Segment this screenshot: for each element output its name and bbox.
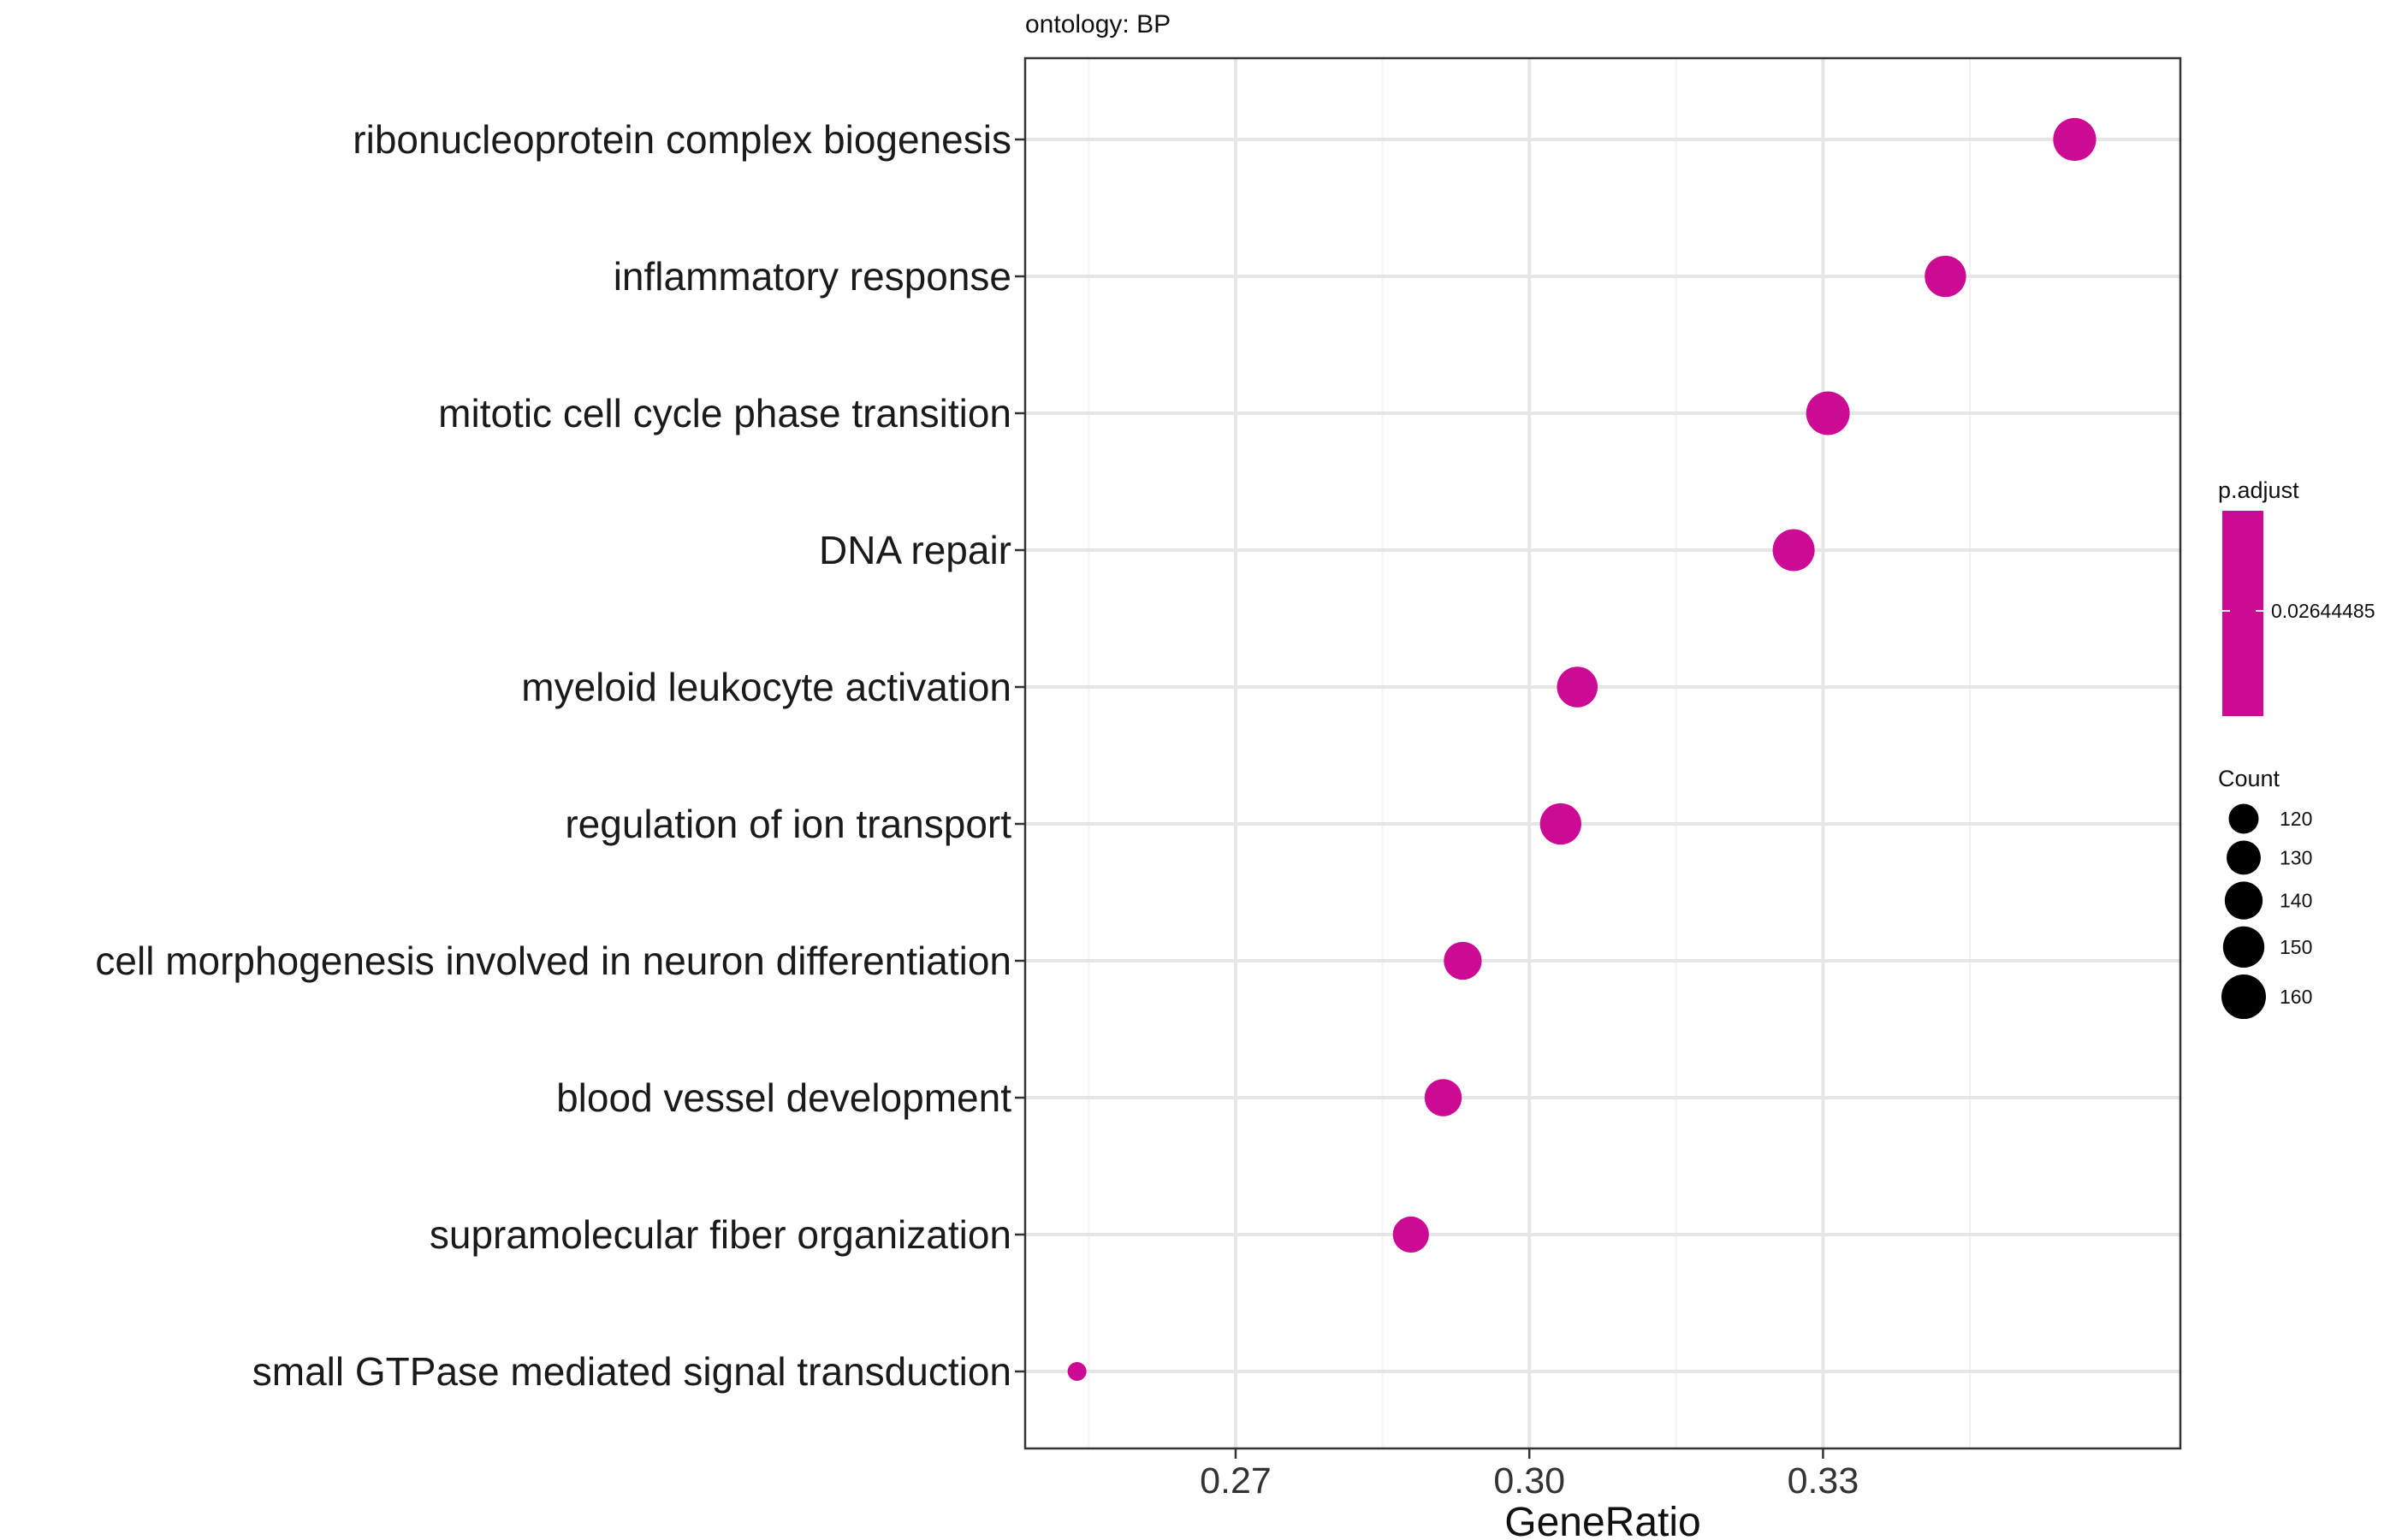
x-axis: 0.27 0.30 0.33 bbox=[1200, 1448, 1859, 1502]
color-bar-label: 0.02644485 bbox=[2271, 600, 2375, 622]
data-point bbox=[1392, 1216, 1429, 1253]
p-adjust-legend: p.adjust 0.02644485 bbox=[2218, 477, 2375, 716]
data-point bbox=[2053, 117, 2096, 162]
count-legend-label: 150 bbox=[2280, 936, 2312, 958]
count-legend-label: 140 bbox=[2280, 890, 2312, 912]
category-label: DNA repair bbox=[819, 528, 1011, 572]
major-gridlines bbox=[1025, 58, 2180, 1448]
category-label: inflammatory response bbox=[614, 254, 1011, 299]
count-legend-dot bbox=[2224, 881, 2263, 920]
legend-title-count: Count bbox=[2218, 766, 2280, 791]
x-tick-label: 0.30 bbox=[1493, 1460, 1565, 1502]
count-legend-label: 130 bbox=[2280, 846, 2312, 868]
count-legend-dot bbox=[2228, 803, 2259, 834]
data-points bbox=[1067, 117, 2096, 1381]
data-point bbox=[1424, 1079, 1462, 1116]
legend-title-padjust: p.adjust bbox=[2218, 477, 2299, 503]
data-point bbox=[1806, 391, 1850, 435]
data-point bbox=[1557, 666, 1598, 708]
category-label: small GTPase mediated signal transductio… bbox=[252, 1349, 1011, 1394]
minor-gridlines bbox=[1088, 58, 1972, 1448]
data-point bbox=[1067, 1362, 1087, 1381]
category-label: blood vessel development bbox=[556, 1075, 1011, 1120]
x-tick-label: 0.33 bbox=[1788, 1460, 1859, 1502]
y-axis: ribonucleoprotein complex biogenesis infl… bbox=[95, 117, 1025, 1394]
data-point bbox=[1539, 803, 1581, 845]
category-label: myeloid leukocyte activation bbox=[521, 665, 1011, 709]
color-bar bbox=[2222, 511, 2263, 716]
chart-subtitle: ontology: BP bbox=[1025, 10, 1171, 38]
category-label: supramolecular fiber organization bbox=[430, 1212, 1011, 1257]
category-label: mitotic cell cycle phase transition bbox=[438, 391, 1011, 435]
x-axis-title: GeneRatio bbox=[1504, 1500, 1700, 1540]
category-label: ribonucleoprotein complex biogenesis bbox=[353, 117, 1011, 162]
count-legend-label: 160 bbox=[2280, 986, 2312, 1008]
count-legend-dot bbox=[2221, 974, 2266, 1020]
count-legend-dot bbox=[2222, 926, 2265, 968]
data-point bbox=[1444, 941, 1482, 980]
plot-panel-border bbox=[1023, 56, 2182, 1450]
x-tick-label: 0.27 bbox=[1200, 1460, 1272, 1502]
data-point bbox=[1925, 255, 1966, 298]
category-label: cell morphogenesis involved in neuron di… bbox=[95, 939, 1011, 983]
category-label: regulation of ion transport bbox=[565, 802, 1011, 846]
count-legend-label: 120 bbox=[2280, 808, 2312, 830]
data-point bbox=[1772, 529, 1815, 572]
count-legend-dot bbox=[2227, 840, 2261, 875]
